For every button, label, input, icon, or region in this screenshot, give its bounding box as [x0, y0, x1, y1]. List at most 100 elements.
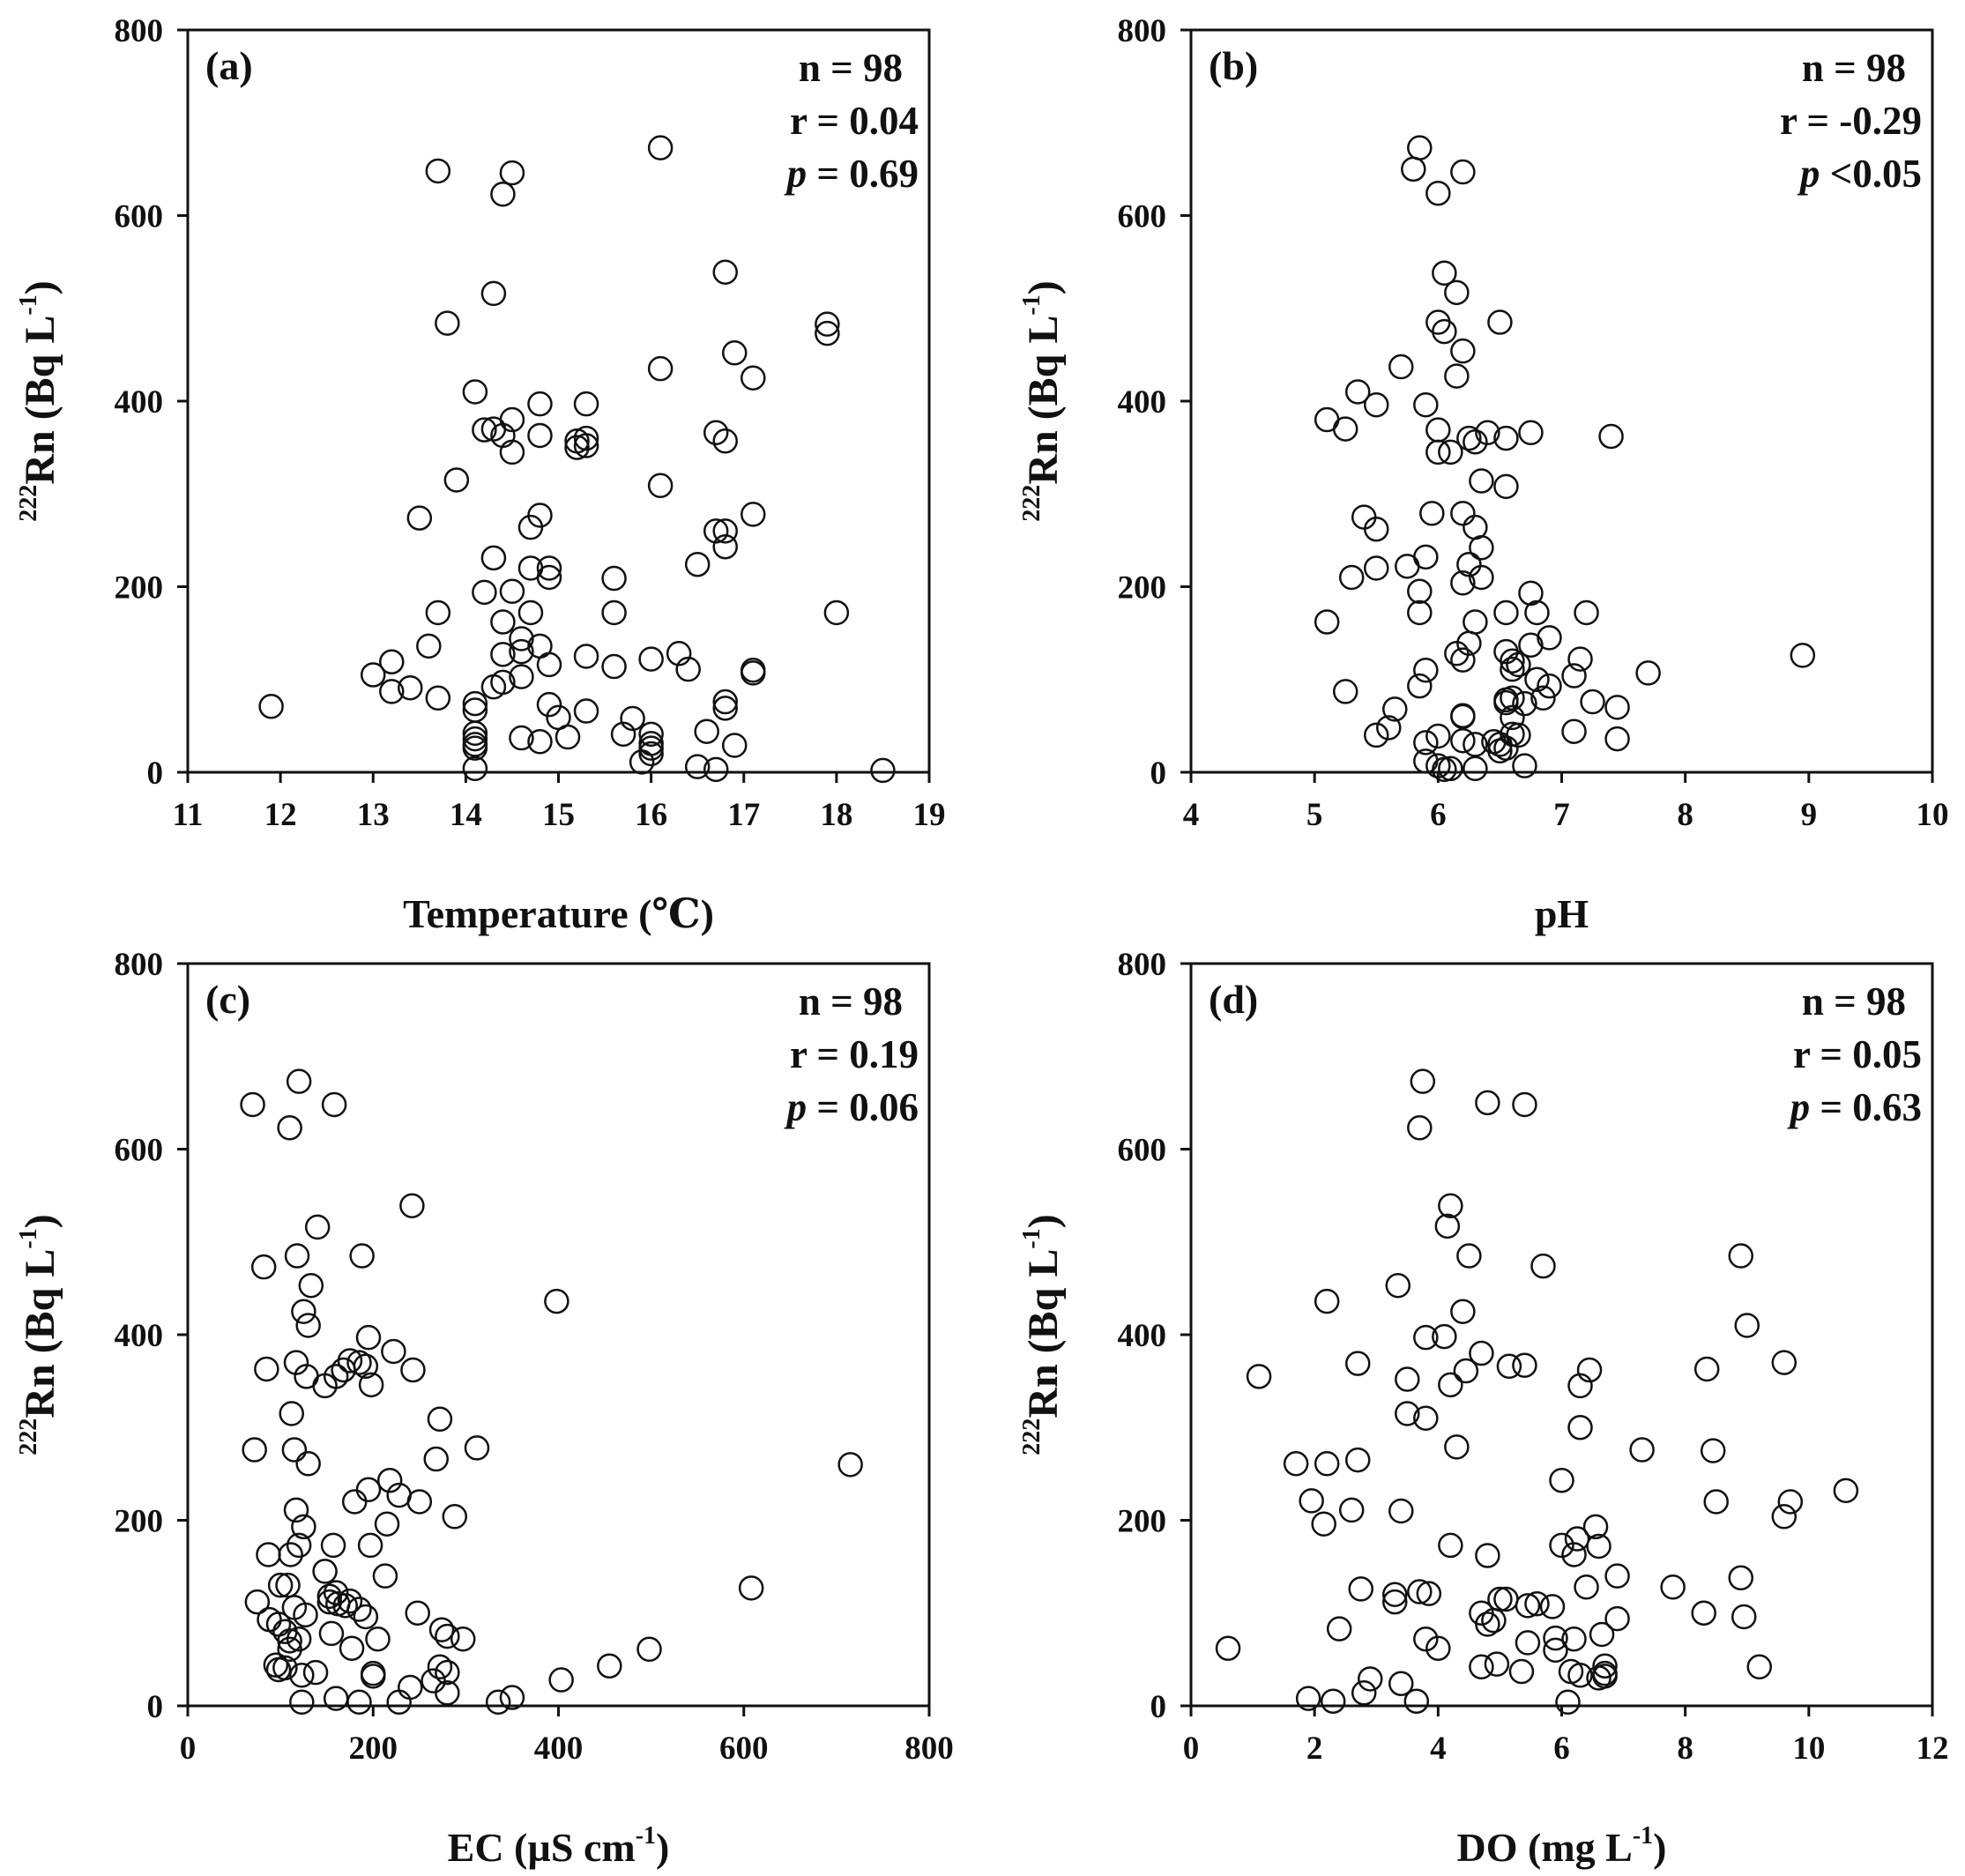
data-point	[527, 391, 553, 417]
data-point	[1463, 429, 1488, 455]
data-point	[485, 1689, 511, 1716]
data-point	[536, 691, 562, 718]
data-point	[355, 1324, 382, 1351]
data-point	[1731, 1604, 1757, 1630]
data-point	[509, 638, 534, 665]
data-point	[1512, 690, 1537, 717]
data-point	[242, 1437, 267, 1463]
stat-r: r = 0.19	[790, 1032, 919, 1076]
data-point	[694, 718, 719, 744]
data-point	[675, 656, 701, 682]
panel-label: (c)	[205, 977, 250, 1022]
data-point	[244, 1589, 271, 1615]
data-point	[425, 599, 451, 626]
data-point	[341, 1489, 368, 1515]
data-point	[1539, 1594, 1566, 1619]
data-point	[1382, 1582, 1408, 1607]
data-point	[462, 690, 488, 717]
data-point	[1475, 1612, 1500, 1637]
data-point	[1410, 1068, 1436, 1094]
data-point	[464, 1435, 490, 1461]
data-point	[555, 724, 581, 750]
data-point	[291, 1299, 316, 1324]
y-tick-label: 0	[1150, 1689, 1167, 1725]
panel-b: 4 5 6 7 8 9 10 0 200 400 600 800 pH 222Rn (Bq L-1) (b)…	[1018, 13, 1949, 936]
data-point	[712, 696, 738, 721]
data-point	[263, 1652, 289, 1678]
data-point	[1475, 1543, 1500, 1568]
data-point	[573, 433, 599, 458]
data-point	[738, 1575, 764, 1601]
data-point	[629, 749, 655, 775]
data-point	[283, 1497, 309, 1523]
data-point	[870, 757, 896, 784]
data-point	[1703, 1489, 1729, 1515]
x-tick-label: 18	[820, 797, 852, 833]
data-point	[610, 721, 636, 748]
data-point	[353, 1604, 379, 1630]
data-point	[406, 1489, 433, 1515]
data-point	[573, 425, 599, 451]
data-point	[405, 1600, 430, 1626]
data-point	[1693, 1356, 1720, 1382]
data-point	[372, 1563, 398, 1589]
y-tick-label: 600	[1118, 199, 1167, 235]
data-point	[499, 1685, 525, 1710]
data-point	[1364, 391, 1389, 418]
data-point	[1574, 599, 1599, 626]
data-point	[1364, 555, 1389, 581]
data-point	[1438, 439, 1463, 465]
data-point	[1500, 656, 1525, 682]
data-point	[1580, 689, 1605, 715]
data-point	[1395, 554, 1420, 579]
data-point	[1456, 425, 1482, 451]
data-point	[1357, 1666, 1383, 1692]
data-point	[462, 720, 488, 747]
data-point	[601, 653, 627, 680]
data-point	[1326, 1616, 1352, 1642]
x-tick-label: 16	[635, 797, 667, 833]
data-point	[1246, 1364, 1272, 1389]
data-point	[490, 182, 516, 207]
y-tick-label: 400	[1118, 384, 1167, 421]
data-point	[573, 391, 599, 417]
data-point	[1567, 1663, 1593, 1688]
y-tick-label: 200	[1118, 1504, 1167, 1540]
y-tick-label: 400	[115, 1318, 164, 1354]
data-point	[517, 514, 544, 540]
data-point	[349, 1243, 375, 1269]
panel-label: (b)	[1209, 43, 1258, 88]
x-tick-label: 11	[173, 797, 204, 833]
data-point	[1561, 1626, 1587, 1652]
y-tick-label: 0	[147, 756, 164, 792]
data-point	[1344, 1447, 1371, 1473]
data-point	[597, 1653, 622, 1679]
data-point	[254, 1356, 279, 1382]
data-point	[346, 1597, 372, 1622]
data-point	[638, 741, 664, 767]
data-point	[638, 735, 664, 761]
x-tick-label: 7	[1553, 797, 1570, 833]
data-point	[1450, 570, 1476, 596]
x-tick-label: 8	[1677, 1731, 1693, 1767]
x-tick-label: 6	[1430, 797, 1447, 833]
data-point	[278, 1542, 303, 1567]
data-points	[240, 1068, 863, 1716]
data-point	[666, 641, 692, 666]
data-point	[1500, 648, 1525, 674]
data-point	[1771, 1350, 1798, 1375]
x-axis-title: Temperature (℃)	[403, 891, 714, 936]
data-point	[312, 1559, 338, 1584]
stat-n: n = 98	[1802, 979, 1906, 1024]
data-point	[1425, 417, 1451, 443]
data-point	[712, 259, 738, 285]
data-point	[1382, 696, 1408, 722]
data-point	[346, 1350, 372, 1375]
data-point	[295, 1451, 321, 1477]
stat-p: p = 0.63	[1787, 1085, 1922, 1129]
data-point	[601, 599, 627, 626]
x-tick-label: 19	[913, 797, 946, 833]
data-point	[1493, 473, 1519, 500]
data-point	[1401, 156, 1426, 182]
data-point	[1493, 425, 1519, 451]
